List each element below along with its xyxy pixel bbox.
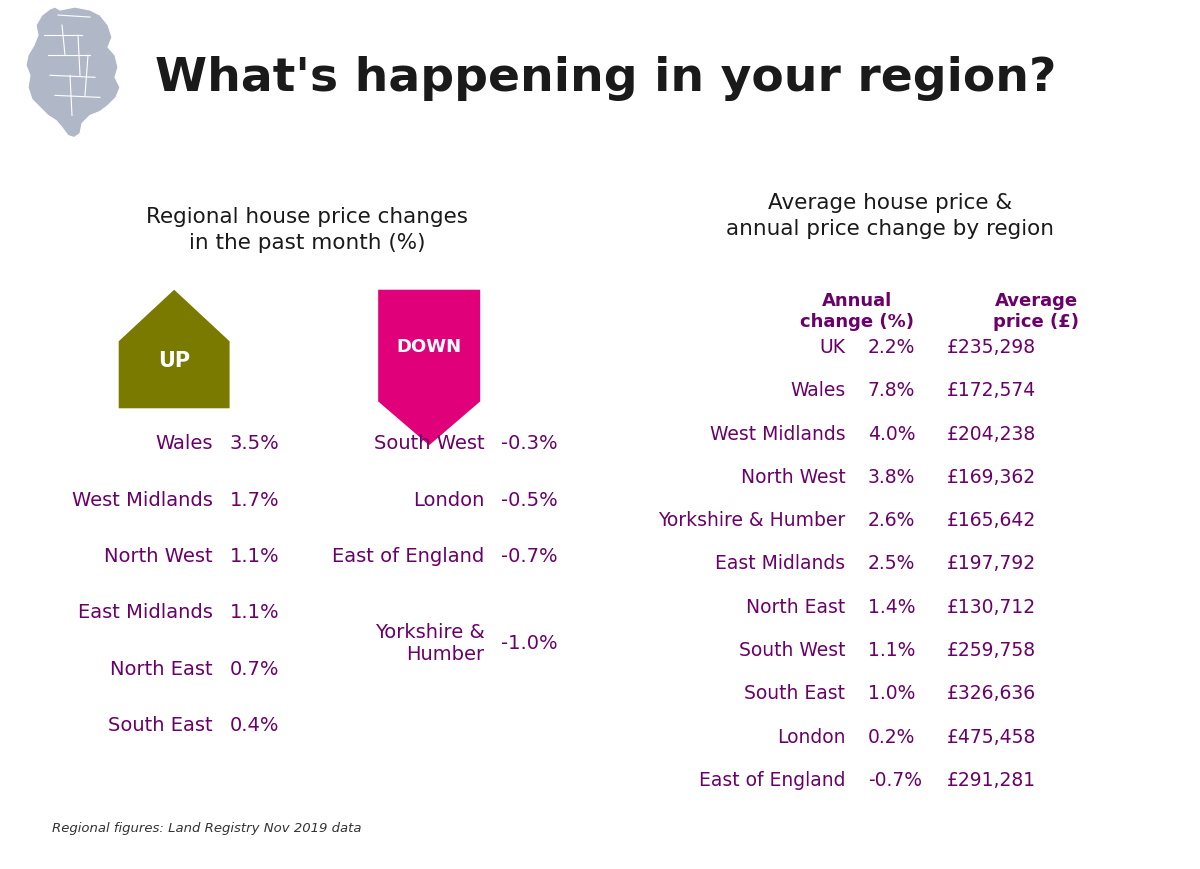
Text: East Midlands: East Midlands bbox=[78, 602, 212, 621]
Text: £165,642: £165,642 bbox=[947, 511, 1036, 529]
Text: Wales: Wales bbox=[156, 434, 212, 453]
Text: North East: North East bbox=[110, 659, 212, 678]
Text: DOWN: DOWN bbox=[397, 337, 462, 355]
Text: East Midlands: East Midlands bbox=[715, 554, 846, 573]
Text: Regional house price changes
in the past month (%): Regional house price changes in the past… bbox=[146, 206, 468, 253]
Text: 3.8%: 3.8% bbox=[868, 468, 916, 487]
Text: 3.5%: 3.5% bbox=[229, 434, 280, 453]
Text: £291,281: £291,281 bbox=[947, 770, 1036, 789]
Text: West Midlands: West Midlands bbox=[72, 490, 212, 509]
Text: London: London bbox=[776, 726, 846, 746]
Text: -0.3%: -0.3% bbox=[502, 434, 558, 453]
Text: £259,758: £259,758 bbox=[947, 640, 1036, 660]
Text: £326,636: £326,636 bbox=[947, 684, 1036, 702]
Polygon shape bbox=[119, 290, 229, 408]
Text: 7.8%: 7.8% bbox=[868, 381, 916, 400]
Text: North West: North West bbox=[740, 468, 846, 487]
Text: UK: UK bbox=[820, 337, 846, 356]
Text: North East: North East bbox=[746, 597, 846, 616]
Text: £197,792: £197,792 bbox=[947, 554, 1036, 573]
Text: 0.4%: 0.4% bbox=[229, 715, 280, 734]
Text: 1.7%: 1.7% bbox=[229, 490, 280, 509]
Text: 0.7%: 0.7% bbox=[229, 659, 280, 678]
Text: South West: South West bbox=[374, 434, 485, 453]
Text: 4.0%: 4.0% bbox=[868, 424, 916, 443]
Text: South West: South West bbox=[739, 640, 846, 660]
Text: -0.7%: -0.7% bbox=[868, 770, 922, 789]
Text: North West: North West bbox=[104, 547, 212, 565]
Text: 1.1%: 1.1% bbox=[229, 547, 280, 565]
Text: Yorkshire & Humber: Yorkshire & Humber bbox=[659, 511, 846, 529]
Text: 1.1%: 1.1% bbox=[868, 640, 916, 660]
Text: -0.7%: -0.7% bbox=[502, 547, 558, 565]
Text: What's happening in your region?: What's happening in your region? bbox=[155, 56, 1056, 101]
Text: West Midlands: West Midlands bbox=[710, 424, 846, 443]
Text: UP: UP bbox=[158, 351, 191, 371]
Text: 2.6%: 2.6% bbox=[868, 511, 916, 529]
Text: £172,574: £172,574 bbox=[947, 381, 1036, 400]
Text: £169,362: £169,362 bbox=[947, 468, 1036, 487]
Text: Yorkshire &
Humber: Yorkshire & Humber bbox=[374, 622, 485, 663]
Polygon shape bbox=[26, 8, 120, 138]
Text: Wales: Wales bbox=[791, 381, 846, 400]
Text: South East: South East bbox=[744, 684, 846, 702]
Text: £204,238: £204,238 bbox=[947, 424, 1036, 443]
Text: -1.0%: -1.0% bbox=[502, 634, 558, 653]
Text: East of England: East of England bbox=[332, 547, 485, 565]
Polygon shape bbox=[378, 290, 480, 446]
Text: 2.5%: 2.5% bbox=[868, 554, 916, 573]
Text: 0.2%: 0.2% bbox=[868, 726, 916, 746]
Text: East of England: East of England bbox=[698, 770, 846, 789]
Text: Annual
change (%): Annual change (%) bbox=[799, 292, 913, 331]
Text: £130,712: £130,712 bbox=[947, 597, 1036, 616]
Text: Average
price (£): Average price (£) bbox=[994, 292, 1080, 331]
Text: £235,298: £235,298 bbox=[947, 337, 1036, 356]
Text: 1.4%: 1.4% bbox=[868, 597, 916, 616]
Text: Regional figures: Land Registry Nov 2019 data: Regional figures: Land Registry Nov 2019… bbox=[52, 821, 361, 834]
Text: 1.1%: 1.1% bbox=[229, 602, 280, 621]
Text: -0.5%: -0.5% bbox=[502, 490, 558, 509]
Text: London: London bbox=[413, 490, 485, 509]
Text: 1.0%: 1.0% bbox=[868, 684, 916, 702]
Text: Average house price &
annual price change by region: Average house price & annual price chang… bbox=[726, 193, 1055, 239]
Text: 2.2%: 2.2% bbox=[868, 337, 916, 356]
Text: South East: South East bbox=[108, 715, 212, 734]
Text: £475,458: £475,458 bbox=[947, 726, 1036, 746]
